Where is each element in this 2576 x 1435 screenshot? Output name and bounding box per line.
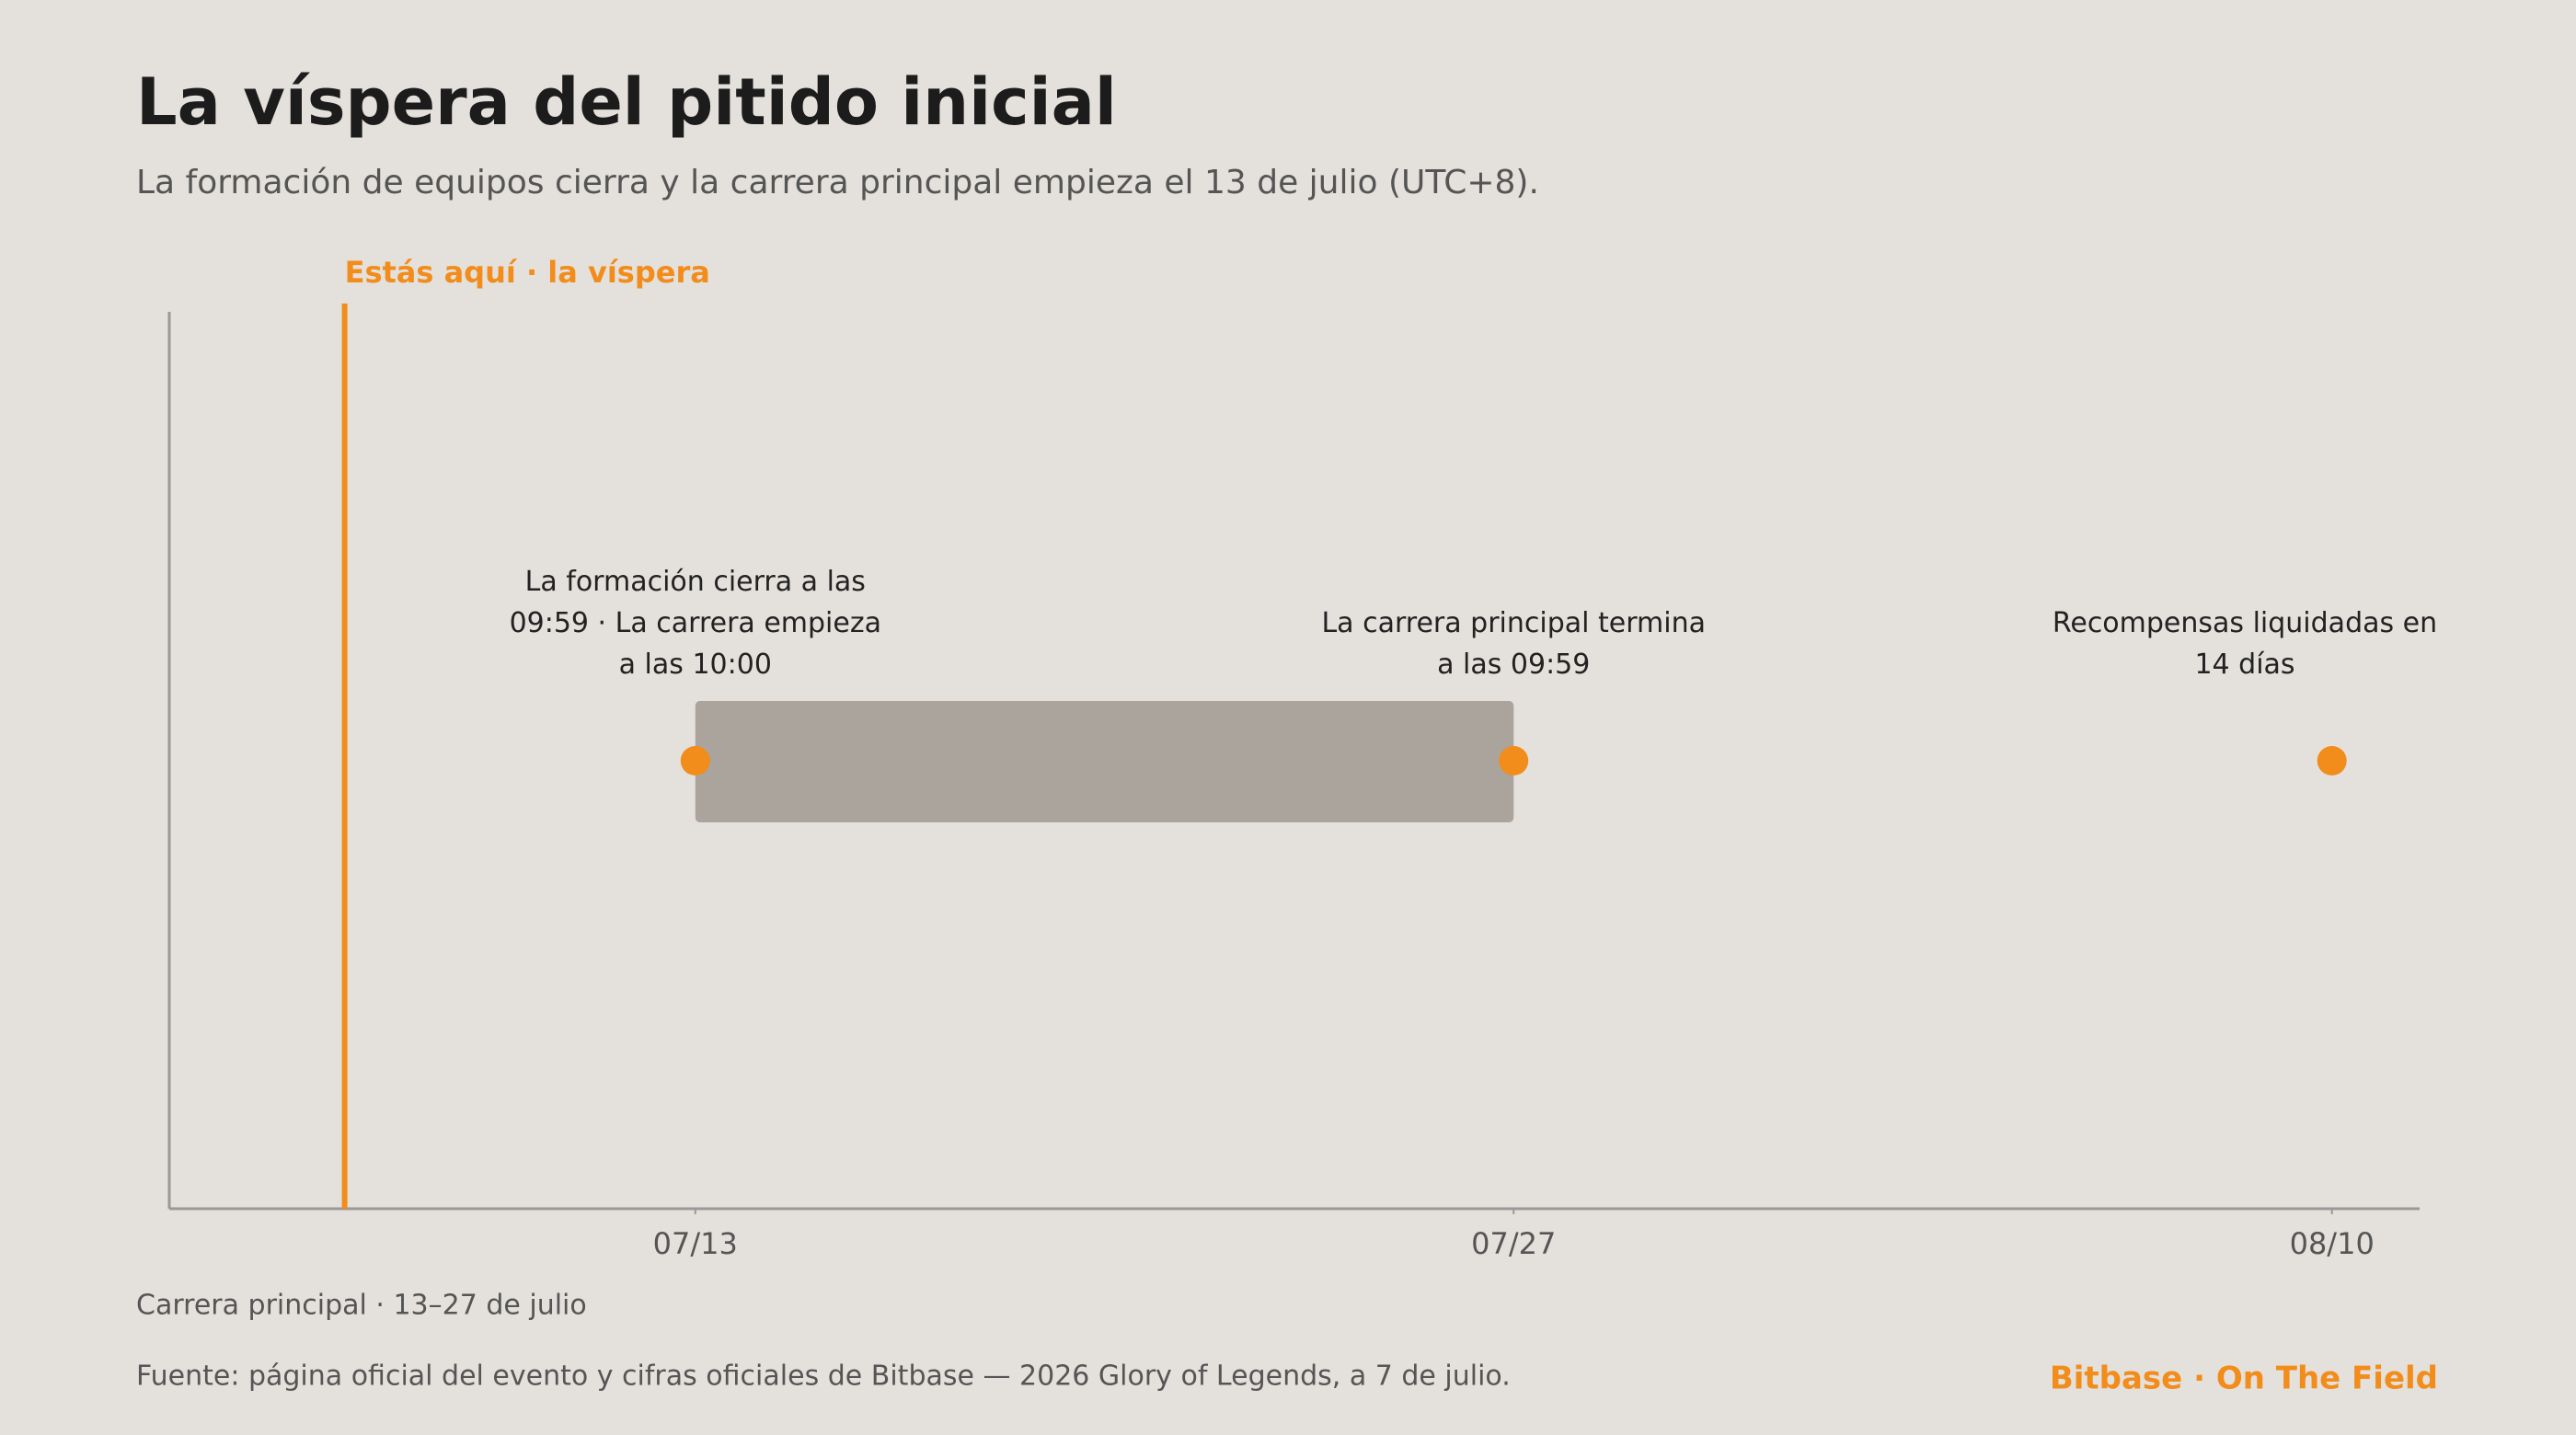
brand: Bitbase · On The Field bbox=[2050, 1360, 2438, 1397]
chart-title: La víspera del pitido inicial bbox=[136, 64, 1117, 140]
range-caption: Carrera principal · 13–27 de julio bbox=[136, 1290, 587, 1322]
x-tick-label: 07/13 bbox=[653, 1226, 738, 1261]
x-tick-label: 08/10 bbox=[2290, 1226, 2375, 1261]
source: Fuente: página oficial del evento y cifr… bbox=[136, 1360, 1511, 1393]
chart-subtitle: La formación de equipos cierra y la carr… bbox=[136, 164, 1539, 201]
event-dot bbox=[1499, 746, 1529, 775]
event-label: La carrera principal termina a las 09:59 bbox=[1321, 607, 1706, 681]
today-label: Estás aquí · la víspera bbox=[345, 255, 710, 290]
event-dot bbox=[2317, 746, 2347, 775]
range-bar bbox=[695, 701, 1514, 822]
event-label: La formación cierra a las 09:59 · La car… bbox=[509, 566, 881, 681]
x-tick-label: 07/27 bbox=[1471, 1226, 1556, 1261]
event-label: Recompensas liquidadas en 14 días bbox=[2052, 607, 2438, 681]
event-dot bbox=[680, 746, 710, 775]
